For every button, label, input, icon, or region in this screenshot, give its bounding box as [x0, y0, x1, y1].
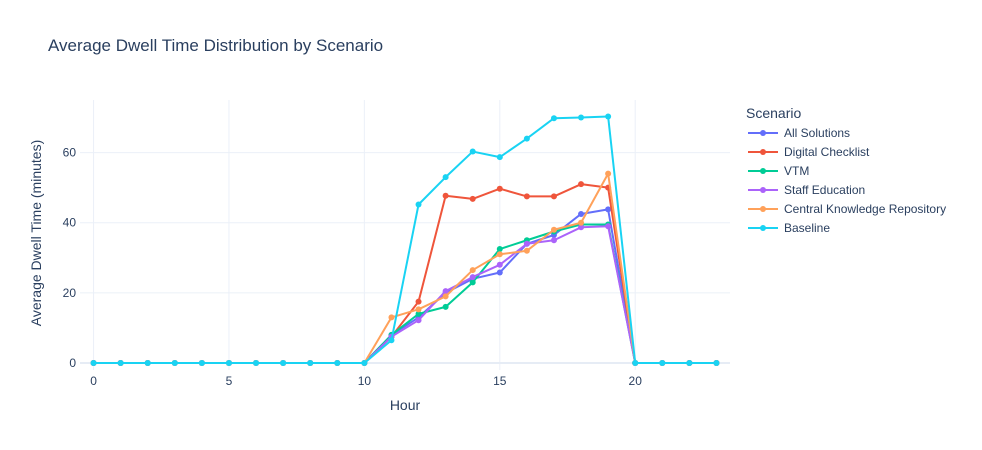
data-point [361, 359, 368, 366]
legend-marker [760, 168, 766, 174]
data-point [578, 114, 585, 121]
legend-marker [760, 187, 766, 193]
legend-label: Staff Education [784, 183, 865, 197]
data-point [388, 314, 395, 321]
data-point [469, 274, 476, 281]
data-point [659, 359, 666, 366]
series-layer [90, 113, 720, 366]
legend-label: VTM [784, 164, 809, 178]
series-5 [90, 113, 720, 366]
data-point [469, 195, 476, 202]
y-axis-title: Average Dwell Time (minutes) [28, 140, 44, 326]
data-point [469, 148, 476, 155]
data-point [334, 359, 341, 366]
data-point [415, 317, 422, 324]
data-point [550, 193, 557, 200]
data-point [415, 310, 422, 317]
data-point [469, 279, 476, 286]
y-tick-label: 0 [69, 356, 76, 370]
data-point [117, 359, 124, 366]
series-line [93, 115, 717, 364]
legend-label: All Solutions [784, 126, 850, 140]
data-point [496, 251, 503, 258]
x-tick-label: 5 [226, 374, 233, 388]
data-point [442, 174, 449, 181]
data-point [578, 210, 585, 217]
data-point [578, 181, 585, 188]
data-point [280, 359, 287, 366]
data-point [550, 226, 557, 233]
data-point [496, 269, 503, 276]
data-point [442, 293, 449, 300]
legend-label: Baseline [784, 221, 830, 235]
data-point [496, 154, 503, 161]
ticks: 0 5 10 15 20 0 20 40 60 [63, 146, 643, 388]
data-point [415, 201, 422, 208]
data-point [605, 223, 612, 230]
data-point [388, 337, 395, 344]
data-point [415, 306, 422, 313]
data-point [632, 359, 639, 366]
legend-label: Central Knowledge Repository [784, 202, 946, 216]
data-point [90, 359, 97, 366]
y-tick-label: 60 [63, 146, 77, 160]
data-point [496, 246, 503, 253]
legend-item[interactable]: Digital Checklist [748, 145, 870, 159]
y-tick-label: 40 [63, 216, 77, 230]
data-point [442, 192, 449, 199]
legend-item[interactable]: Central Knowledge Repository [748, 202, 946, 216]
legend-marker [760, 130, 766, 136]
data-point [144, 359, 151, 366]
data-point [307, 359, 314, 366]
data-point [496, 185, 503, 192]
data-point [550, 237, 557, 244]
x-tick-label: 20 [629, 374, 643, 388]
y-tick-label: 20 [63, 286, 77, 300]
legend-item[interactable]: VTM [748, 164, 809, 178]
data-point [442, 303, 449, 310]
data-point [171, 359, 178, 366]
chart-title: Average Dwell Time Distribution by Scena… [48, 36, 383, 55]
data-point [469, 267, 476, 274]
x-tick-label: 10 [358, 374, 372, 388]
x-tick-label: 15 [493, 374, 507, 388]
data-point [713, 359, 720, 366]
x-axis-title: Hour [390, 397, 421, 413]
data-point [578, 219, 585, 226]
legend-marker [760, 206, 766, 212]
data-point [523, 135, 530, 142]
data-point [415, 298, 422, 305]
data-point [686, 359, 693, 366]
data-point [496, 261, 503, 268]
data-point [253, 359, 260, 366]
legend-label: Digital Checklist [784, 145, 870, 159]
data-point [550, 115, 557, 122]
legend-item[interactable]: All Solutions [748, 126, 850, 140]
data-point [523, 193, 530, 200]
data-point [578, 224, 585, 231]
x-tick-label: 0 [90, 374, 97, 388]
data-point [523, 247, 530, 254]
legend-marker [760, 149, 766, 155]
legend: Scenario All Solutions Digital Checklist V… [746, 105, 946, 235]
data-point [225, 359, 232, 366]
data-point [605, 206, 612, 213]
data-point [605, 113, 612, 120]
legend-title: Scenario [746, 105, 801, 121]
legend-item[interactable]: Baseline [748, 221, 830, 235]
data-point [442, 288, 449, 295]
data-point [198, 359, 205, 366]
legend-marker [760, 225, 766, 231]
legend-item[interactable]: Staff Education [748, 183, 865, 197]
data-point [523, 240, 530, 247]
data-point [605, 170, 612, 177]
